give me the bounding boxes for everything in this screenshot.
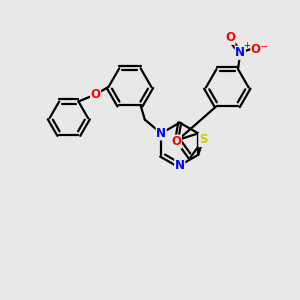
Text: N: N <box>156 127 166 140</box>
Text: +: + <box>244 41 250 50</box>
Text: S: S <box>199 134 207 146</box>
Text: O: O <box>171 135 182 148</box>
Text: −: − <box>260 42 268 52</box>
Text: O: O <box>251 43 261 56</box>
Text: O: O <box>91 88 100 101</box>
Text: O: O <box>225 31 235 44</box>
Text: N: N <box>175 159 185 172</box>
Text: N: N <box>236 46 245 59</box>
